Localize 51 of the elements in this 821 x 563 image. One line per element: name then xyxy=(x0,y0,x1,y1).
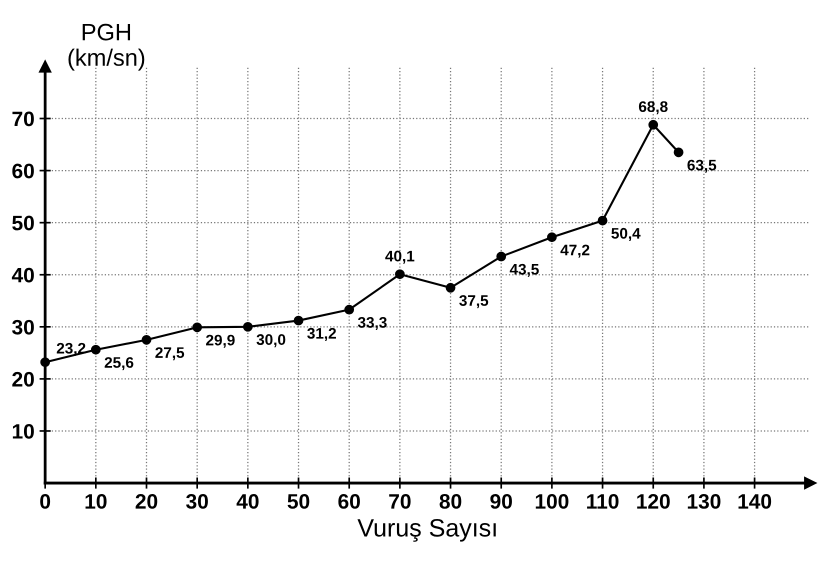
x-tick-label: 110 xyxy=(587,494,619,509)
point xyxy=(294,316,304,326)
point xyxy=(496,252,506,262)
x-tick-label: 40 xyxy=(236,494,259,509)
x-tick-label: 10 xyxy=(86,494,107,509)
y-tick-label: 60 xyxy=(12,164,34,178)
point xyxy=(344,304,354,314)
point xyxy=(674,148,684,158)
data-label: 30,0 xyxy=(256,334,286,348)
y-tick-label: 70 xyxy=(12,112,34,126)
point xyxy=(598,216,608,226)
point xyxy=(446,282,456,293)
data-label: 63,5 xyxy=(687,160,716,173)
x-tick-label: 100 xyxy=(536,494,568,509)
point xyxy=(192,322,202,332)
data-label: 29,9 xyxy=(206,334,235,348)
point xyxy=(142,334,152,345)
x-tick-label: 70 xyxy=(389,494,411,509)
y-tick-label: 10 xyxy=(12,424,34,439)
x-tick-label: 60 xyxy=(338,494,360,509)
data-label: 40,1 xyxy=(385,250,414,264)
data-label: 25,6 xyxy=(104,357,134,370)
y-tick-label: 40 xyxy=(12,268,34,282)
x-tick-label: 130 xyxy=(688,494,720,509)
data-label: 33,3 xyxy=(358,316,387,330)
x-axis-title: Vuruş Sayısı xyxy=(357,519,496,542)
x-tick-label: 140 xyxy=(738,494,772,509)
x-tick-label: 120 xyxy=(637,494,670,509)
x-tick-label: 30 xyxy=(186,494,208,509)
point xyxy=(90,344,101,355)
x-tick-label: 80 xyxy=(440,494,462,509)
y-tick-label: 20 xyxy=(12,372,34,387)
point xyxy=(395,269,405,280)
point xyxy=(40,357,50,368)
data-label: 68,8 xyxy=(638,101,668,114)
data-label: 31,2 xyxy=(307,328,336,341)
x-tick-label: 0 xyxy=(40,494,50,509)
data-label: 27,5 xyxy=(155,347,184,360)
y-tick-label: 50 xyxy=(12,216,34,230)
y-tick-label: 30 xyxy=(12,320,34,335)
point xyxy=(547,232,557,242)
point xyxy=(648,120,658,130)
y-axis-title: PGH (km/sn) xyxy=(68,24,144,71)
data-label: 37,5 xyxy=(459,295,488,308)
data-label: 50,4 xyxy=(611,228,641,241)
x-tick-label: 20 xyxy=(136,494,158,509)
data-label: 43,5 xyxy=(510,264,539,277)
point xyxy=(242,322,253,332)
x-tick-label: 90 xyxy=(490,494,512,509)
x-tick-label: 50 xyxy=(288,494,310,509)
data-label: 47,2 xyxy=(560,244,590,258)
